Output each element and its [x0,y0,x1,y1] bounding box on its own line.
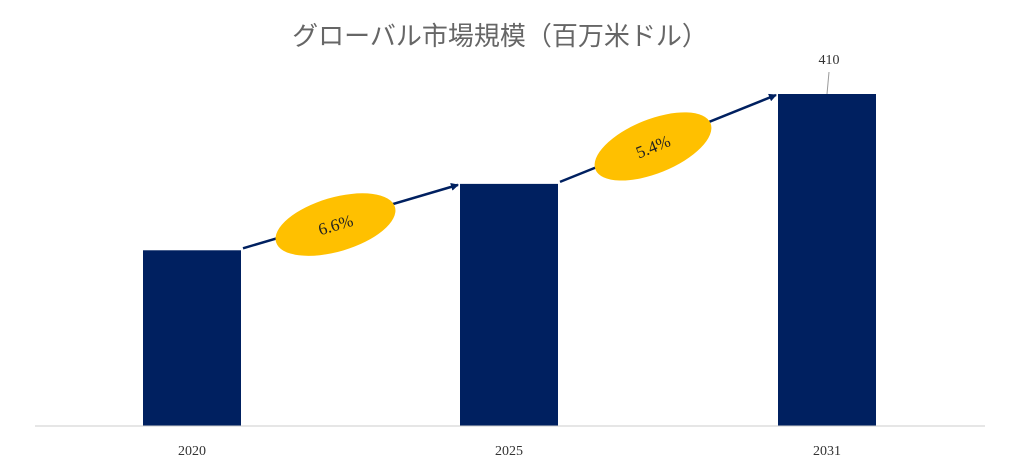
cagr-badge [594,112,712,181]
bar-2020 [143,250,241,426]
data-label-leader [826,71,830,95]
bar-2031 [778,94,876,426]
x-tick-label: 2020 [178,444,206,459]
x-tick-label: 2025 [495,444,523,459]
x-tick-label: 2031 [813,444,841,459]
chart-title: グローバル市場規模（百万米ドル） [292,22,708,51]
data-label: 410 [819,53,840,68]
bar-2025 [460,183,558,426]
cagr-badge [275,193,396,256]
